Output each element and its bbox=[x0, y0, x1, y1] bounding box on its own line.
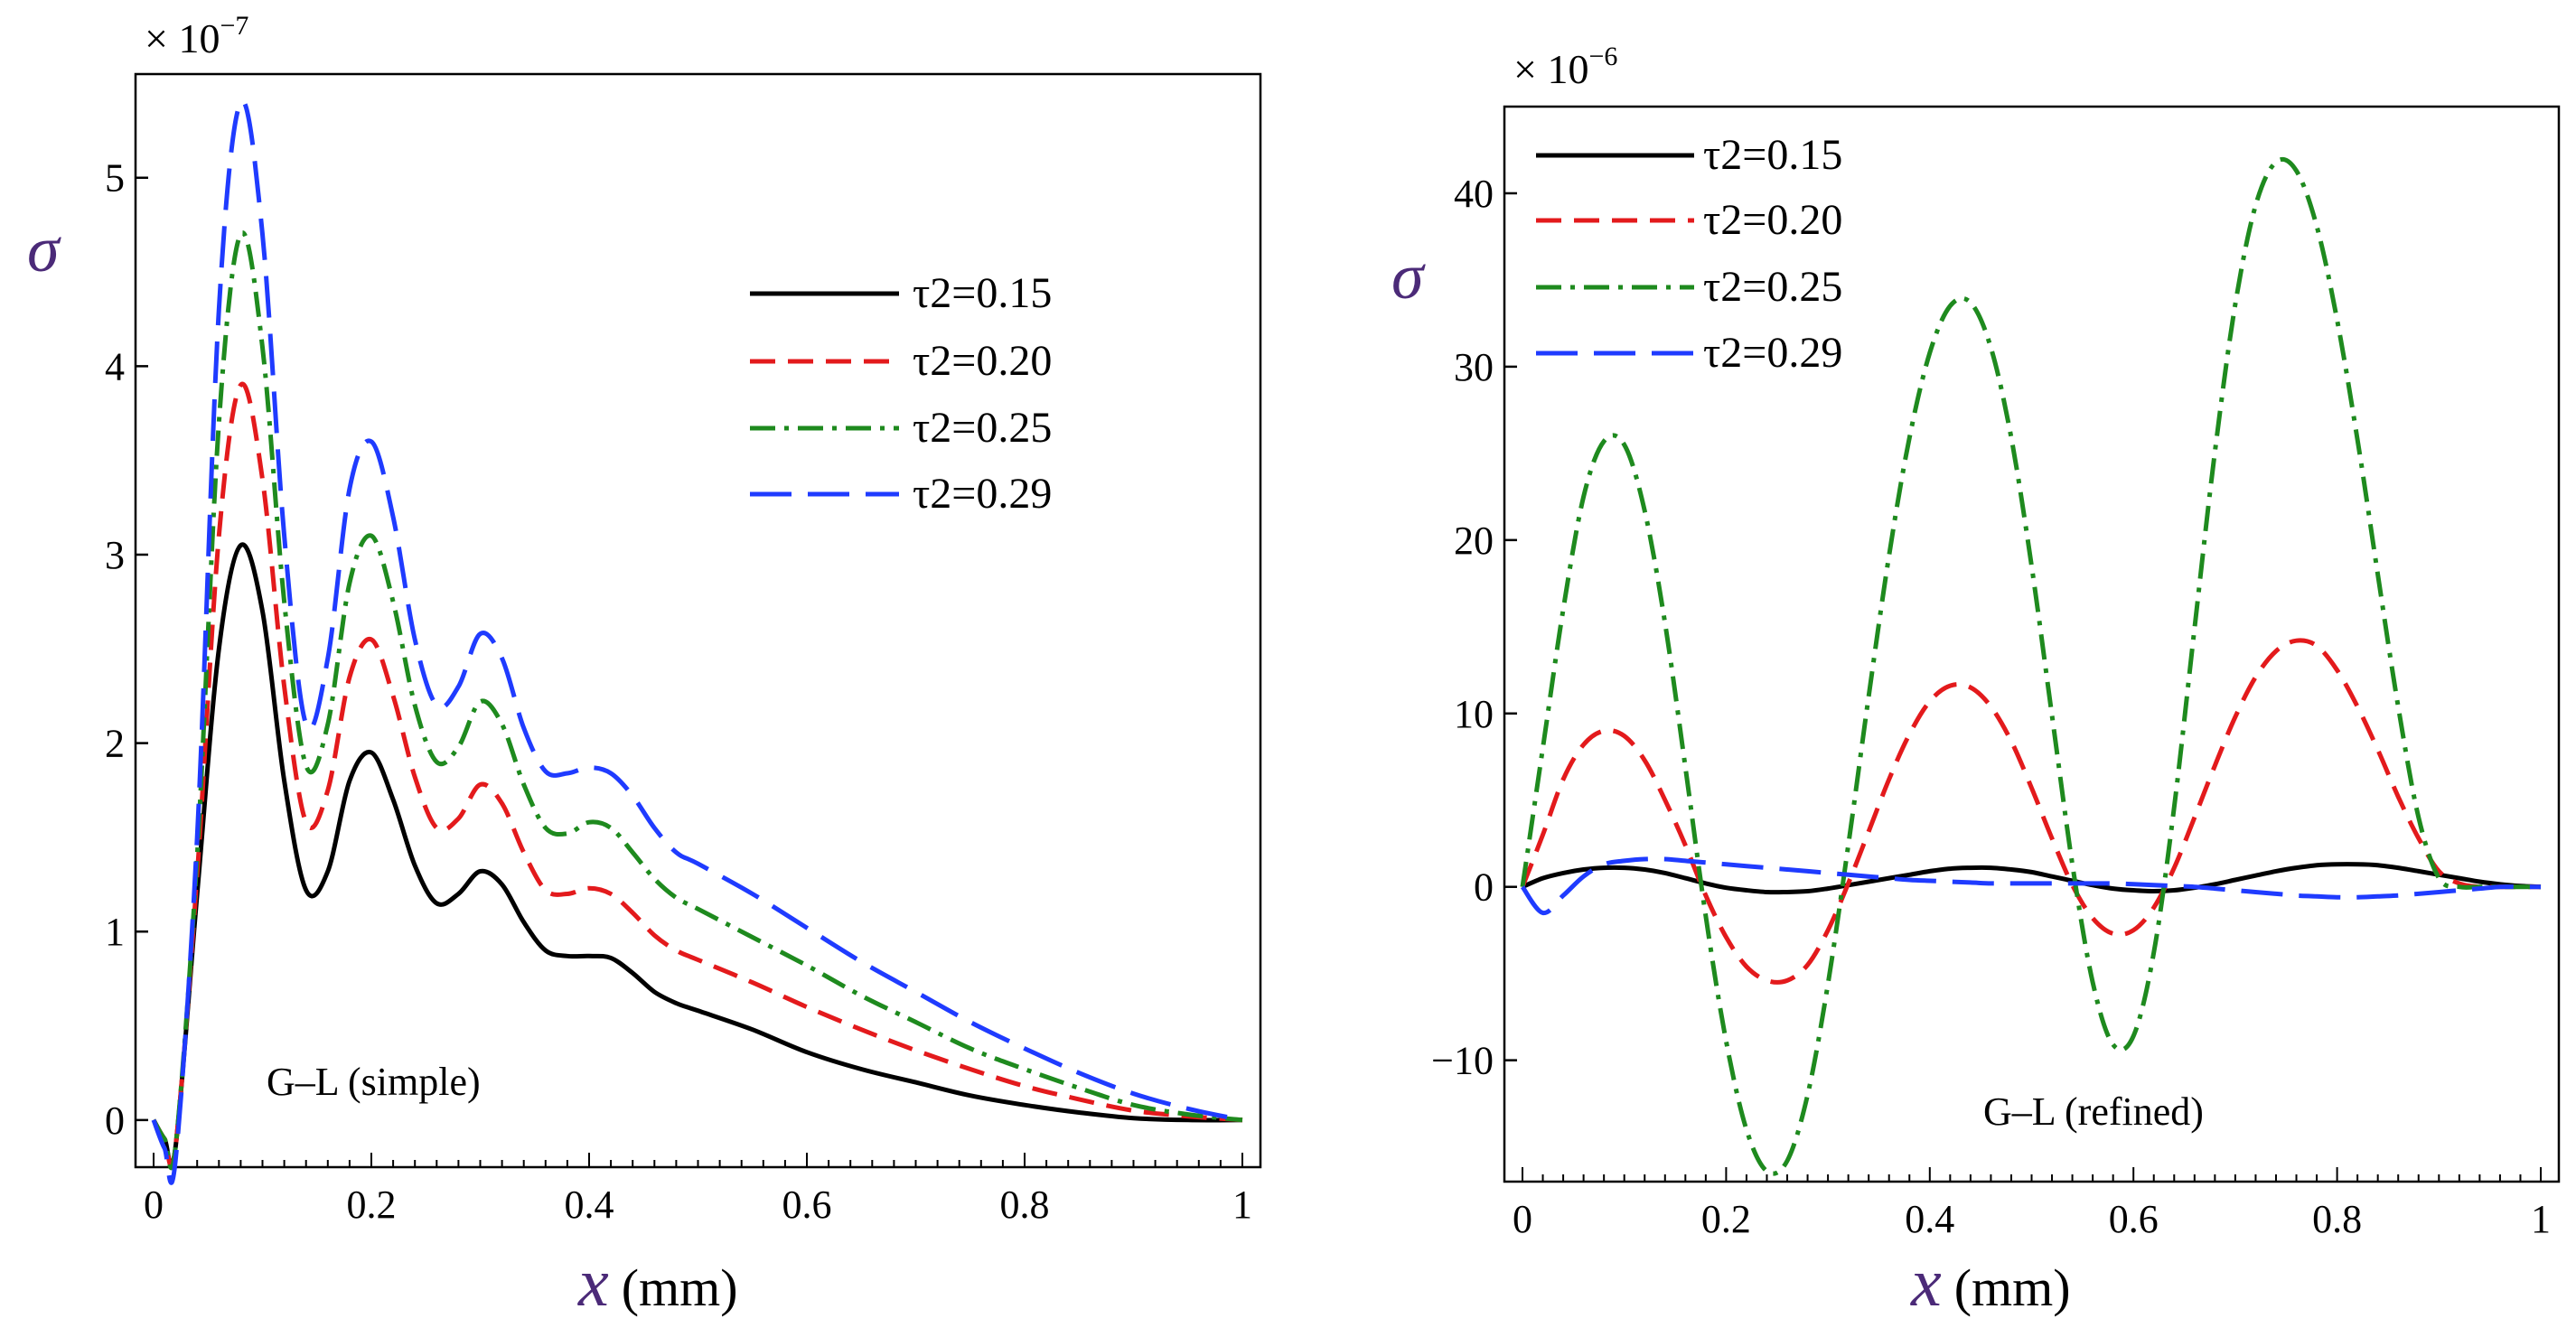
right-xtick-label: 0.8 bbox=[2312, 1197, 2362, 1241]
left-series-line-4 bbox=[151, 98, 1243, 1185]
right-legend-label-3: τ2=0.25 bbox=[1703, 263, 1842, 311]
left-xtick-label: 0.2 bbox=[347, 1183, 397, 1227]
right-series-line-1 bbox=[1522, 862, 2542, 895]
left-xtick-label: 0.6 bbox=[782, 1183, 832, 1227]
left-xtick-label: 0.8 bbox=[1000, 1183, 1050, 1227]
right-xtick-label: 1 bbox=[2531, 1197, 2551, 1241]
right-annotation: G–L (refined) bbox=[1983, 1089, 2204, 1134]
left-legend-label-3: τ2=0.25 bbox=[913, 404, 1052, 452]
left-legend-label-2: τ2=0.20 bbox=[913, 337, 1052, 385]
left-xlabel: x (mm) bbox=[577, 1245, 738, 1321]
left-multiplier: × 10−7 bbox=[145, 11, 248, 61]
left-ytick-label: 2 bbox=[105, 722, 125, 766]
left-xtick-label: 0 bbox=[144, 1183, 164, 1227]
right-ytick-label: 0 bbox=[1474, 865, 1494, 910]
left-ytick-label: 0 bbox=[105, 1099, 125, 1143]
left-ytick-label: 3 bbox=[105, 533, 125, 577]
left-xticks: 0 0.2 0.4 0.6 0.8 1 bbox=[144, 1153, 1252, 1227]
left-annotation: G–L (simple) bbox=[267, 1060, 481, 1104]
right-xticks: 0 0.2 0.4 0.6 0.8 1 bbox=[1513, 1167, 2551, 1241]
right-legend-label-4: τ2=0.29 bbox=[1703, 329, 1842, 377]
right-ytick-label: 30 bbox=[1454, 345, 1494, 389]
left-xtick-label: 1 bbox=[1232, 1183, 1252, 1227]
left-panel: × 10−7 σ 0 1 2 3 4 5 0 0.2 0.4 0.6 0.8 1 τ2=0.15 τ… bbox=[27, 11, 1262, 1321]
right-panel: × 10−6 σ −10 0 10 20 30 40 0 0.2 0.4 0.6 0.8 1 τ2=… bbox=[1391, 42, 2561, 1321]
right-series-line-4 bbox=[1520, 856, 2541, 916]
right-multiplier: × 10−6 bbox=[1513, 42, 1617, 92]
right-ytick-label: −10 bbox=[1431, 1039, 1494, 1083]
right-ytick-label: 20 bbox=[1454, 519, 1494, 563]
left-yticks: 0 1 2 3 4 5 bbox=[105, 156, 148, 1143]
right-ylabel: σ bbox=[1391, 240, 1426, 313]
left-series-line-2 bbox=[151, 381, 1243, 1169]
right-xlabel: x (mm) bbox=[1910, 1245, 2071, 1321]
right-series-line-3 bbox=[1520, 157, 2541, 1176]
right-legend-label-1: τ2=0.15 bbox=[1703, 131, 1842, 179]
left-series-line-3 bbox=[151, 230, 1243, 1171]
right-xtick-label: 0.2 bbox=[1701, 1197, 1751, 1241]
left-legend-label-4: τ2=0.29 bbox=[913, 470, 1052, 518]
right-xtick-label: 0.4 bbox=[1905, 1197, 1954, 1241]
right-legend: τ2=0.15 τ2=0.20 τ2=0.25 τ2=0.29 bbox=[1536, 131, 1842, 377]
right-legend-label-2: τ2=0.20 bbox=[1703, 196, 1842, 244]
left-legend-label-1: τ2=0.15 bbox=[913, 269, 1052, 317]
right-yticks: −10 0 10 20 30 40 bbox=[1431, 172, 1517, 1083]
left-series bbox=[151, 98, 1243, 1185]
right-series bbox=[1520, 157, 2542, 1176]
left-xtick-label: 0.4 bbox=[565, 1183, 614, 1227]
left-ytick-label: 1 bbox=[105, 910, 125, 954]
left-ylabel: σ bbox=[27, 213, 61, 285]
left-series-line-1 bbox=[151, 542, 1243, 1168]
right-plot-frame bbox=[1503, 105, 2561, 1183]
left-ytick-label: 4 bbox=[105, 344, 125, 388]
right-ytick-label: 10 bbox=[1454, 692, 1494, 736]
right-series-line-2 bbox=[1520, 638, 2541, 985]
left-plot-frame bbox=[134, 72, 1262, 1169]
right-xtick-label: 0.6 bbox=[2109, 1197, 2159, 1241]
left-ytick-label: 5 bbox=[105, 156, 125, 201]
left-legend: τ2=0.15 τ2=0.20 τ2=0.25 τ2=0.29 bbox=[750, 269, 1052, 518]
right-xtick-label: 0 bbox=[1513, 1197, 1532, 1241]
right-ytick-label: 40 bbox=[1454, 172, 1494, 216]
